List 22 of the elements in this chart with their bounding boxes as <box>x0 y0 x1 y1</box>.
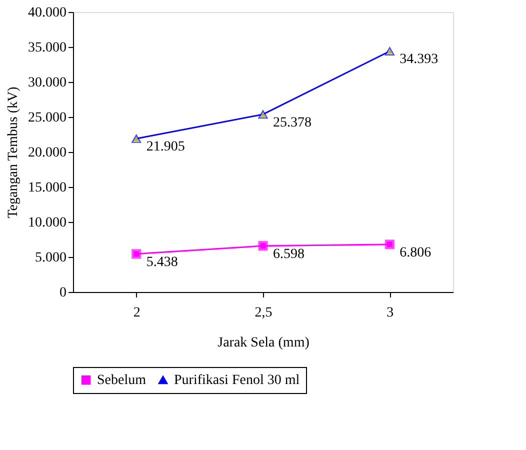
data-label: 6.598 <box>273 246 304 262</box>
legend-label: Purifikasi Fenol 30 ml <box>174 373 300 388</box>
y-tick-label: 0 <box>60 286 66 300</box>
legend-label: Sebelum <box>97 373 146 388</box>
x-tick-label: 2,5 <box>254 306 272 320</box>
y-tick-label: 35.000 <box>28 40 66 56</box>
x-axis-title: Jarak Sela (mm) <box>218 336 310 350</box>
x-tick-label: 2 <box>133 306 140 320</box>
data-label: 21.905 <box>146 140 185 155</box>
y-tick-label: 25.000 <box>28 110 66 126</box>
y-tick-label: 20.000 <box>28 146 66 160</box>
y-tick-label: 30.000 <box>28 76 66 90</box>
data-label: 6.806 <box>400 245 432 260</box>
y-tick-label: 15.000 <box>28 180 66 196</box>
data-label: 5.438 <box>146 254 178 270</box>
data-label: 34.393 <box>400 52 438 68</box>
y-tick-label: 10.000 <box>28 216 66 230</box>
y-tick-label: 40.000 <box>28 6 66 20</box>
y-tick-label: 5.000 <box>35 250 66 266</box>
data-label: 25.378 <box>273 115 312 130</box>
x-tick-label: 3 <box>386 306 394 320</box>
y-axis-title: Tegangan Tembus (kV) <box>6 86 21 218</box>
